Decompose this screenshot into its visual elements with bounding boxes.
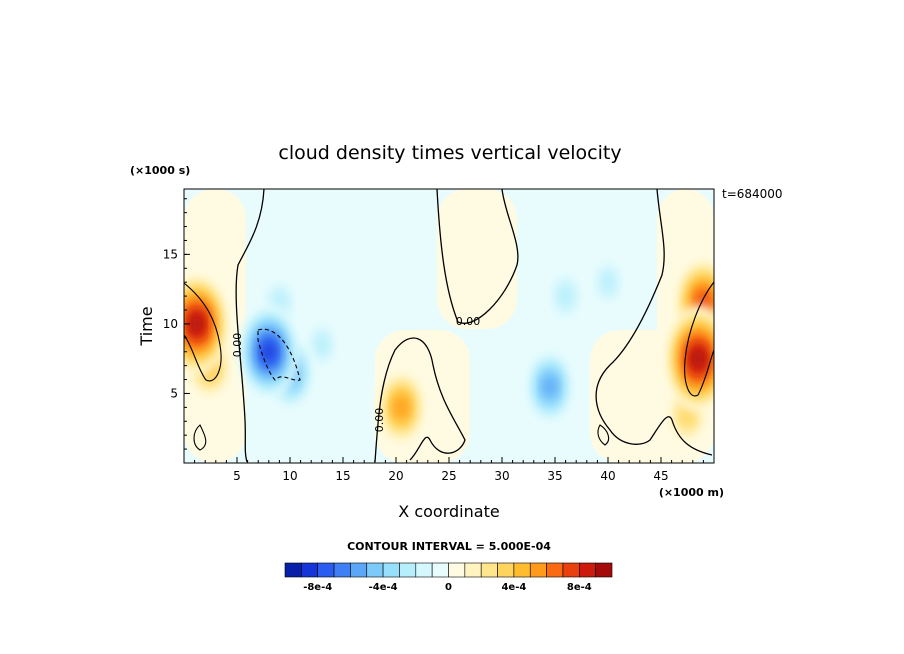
colorbar-tick-label: -4e-4: [369, 582, 398, 593]
x-tick-label: 40: [600, 469, 615, 483]
x-axis-label: X coordinate: [398, 502, 499, 521]
x-tick-label: 45: [653, 469, 668, 483]
contour-label: 0.00: [231, 333, 244, 358]
colorbar-swatch: [562, 562, 580, 578]
colorbar-swatch: [382, 562, 400, 578]
colorbar: -8e-4 -4e-4 0 4e-4 8e-4: [284, 562, 613, 593]
contour-label: 0.00: [373, 408, 386, 433]
colorbar-swatch: [284, 562, 302, 578]
contour-line: [184, 282, 222, 382]
heatmap-feature: [191, 314, 203, 334]
x-units-label: (×1000 m): [659, 486, 724, 499]
colorbar-swatch: [578, 562, 596, 578]
x-axis-ticks: 5 10 15 20 25 30 35 40 45: [194, 457, 704, 483]
x-tick-label: 25: [441, 469, 456, 483]
colorbar-swatch: [513, 562, 531, 578]
y-axis-ticks: 5 10 15: [163, 198, 190, 450]
colorbar-swatch: [333, 562, 351, 578]
x-tick-label: 20: [388, 469, 403, 483]
x-tick-label: 10: [282, 469, 297, 483]
contour-label: 0.00: [456, 315, 481, 328]
heatmap-feature: [543, 375, 557, 398]
heatmap-feature: [600, 270, 616, 295]
contour-line: [193, 424, 207, 451]
colorbar-swatch: [415, 562, 433, 578]
colorbar-swatch: [529, 562, 547, 578]
contour-line: [257, 328, 301, 381]
heatmap-field: [184, 189, 714, 463]
y-tick-label: 5: [170, 386, 178, 400]
colorbar-swatch: [480, 562, 498, 578]
x-tick-label: 30: [494, 469, 509, 483]
colorbar-swatch: [431, 562, 449, 578]
colorbar-swatch: [595, 562, 613, 578]
contour-interval-text: CONTOUR INTERVAL = 5.000E-04: [347, 540, 551, 553]
x-tick-label: 15: [335, 469, 350, 483]
contour-line: [595, 189, 713, 456]
contour-line: [436, 189, 519, 324]
heatmap-feature: [263, 342, 275, 362]
colorbar-swatch: [366, 562, 384, 578]
contour-line: [374, 337, 466, 463]
contour-line: [684, 281, 714, 397]
contour-line: [597, 424, 610, 446]
heatmap-feature: [692, 349, 704, 369]
heatmap-positive-region: [437, 189, 517, 329]
time-annotation: t=684000: [722, 187, 783, 201]
zero-contours: [184, 189, 714, 463]
colorbar-swatch: [497, 562, 515, 578]
colorbar-swatch: [317, 562, 335, 578]
y-units-label: (×1000 s): [130, 164, 190, 177]
heatmap-feature: [314, 332, 330, 357]
colorbar-tick-label: 0: [445, 582, 452, 593]
y-axis-label: Time: [137, 306, 156, 346]
y-tick-label: 15: [163, 247, 178, 261]
colorbar-tick-label: 8e-4: [567, 582, 592, 593]
colorbar-tick-label: -8e-4: [303, 582, 332, 593]
colorbar-tick-label: 4e-4: [501, 582, 526, 593]
colorbar-swatch: [399, 562, 417, 578]
x-tick-label: 5: [233, 469, 241, 483]
x-tick-label: 35: [547, 469, 562, 483]
colorbar-swatch: [546, 562, 564, 578]
y-tick-label: 10: [163, 317, 178, 331]
heatmap-feature: [394, 396, 408, 419]
colorbar-swatch: [448, 562, 466, 578]
colorbar-swatch: [464, 562, 482, 578]
chart-title: cloud density times vertical velocity: [278, 142, 621, 164]
heatmap-feature: [557, 282, 574, 310]
colorbar-swatch: [350, 562, 368, 578]
contour-line: [235, 189, 265, 463]
colorbar-swatch: [301, 562, 319, 578]
